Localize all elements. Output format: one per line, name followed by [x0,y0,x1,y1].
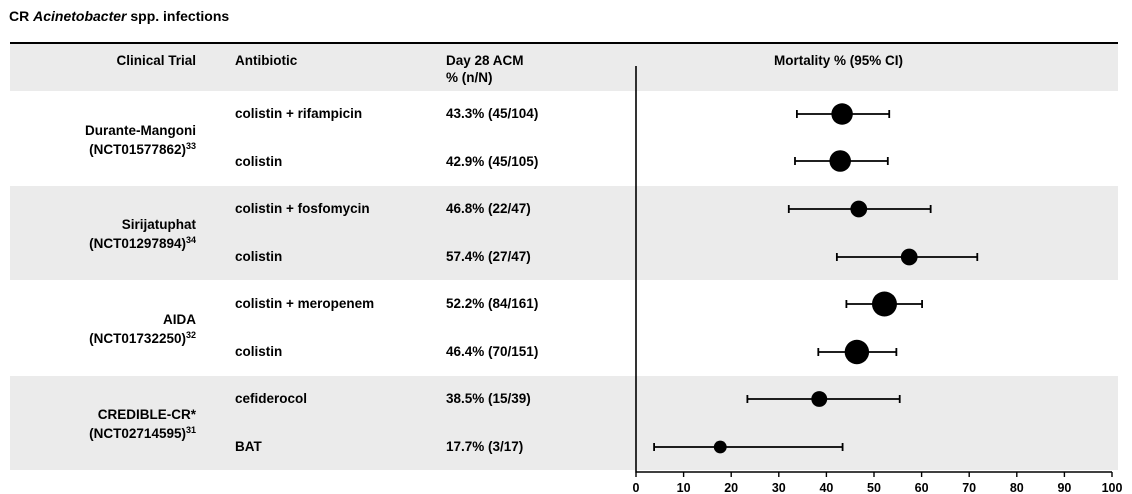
row-acm: 38.5% (15/39) [446,391,531,406]
point-estimate-marker [829,150,851,172]
title-suffix: spp. infections [126,8,230,24]
row-antibiotic: colistin + rifampicin [235,106,363,121]
x-tick-label: 50 [867,481,881,494]
header-band [10,44,1118,91]
header-acm: Day 28 ACM % (n/N) [446,52,524,86]
trial-id: (NCT01732250)32 [10,329,196,348]
row-acm: 52.2% (84/161) [446,296,539,311]
trial-sirijatuphat: Sirijatuphat (NCT01297894)34 [10,215,196,253]
row-antibiotic: cefiderocol [235,391,308,406]
row-antibiotic: colistin [235,154,283,169]
title-prefix: CR [9,8,34,24]
point-estimate-marker [900,248,918,266]
point-estimate-marker [850,200,868,218]
point-estimate-marker [871,291,897,317]
row-antibiotic: colistin + meropenem [235,296,375,311]
trial-id-text: (NCT02714595) [89,426,186,441]
band-sirijatuphat [10,186,1118,280]
header-clinical-trial: Clinical Trial [116,53,196,68]
trial-id-text: (NCT01577862) [89,142,186,157]
x-tick-label: 80 [1010,481,1024,494]
trial-id: (NCT01577862)33 [10,140,196,159]
row-acm: 57.4% (27/47) [446,249,531,264]
trial-id: (NCT02714595)31 [10,424,196,443]
trial-id-text: (NCT01732250) [89,331,186,346]
chart-title: CR Acinetobacter spp. infections [9,8,229,24]
row-acm: 46.4% (70/151) [446,344,539,359]
trial-durante-mangoni: Durante-Mangoni (NCT01577862)33 [10,121,196,159]
trial-name: AIDA [163,312,196,327]
header-acm-line1: Day 28 ACM [446,53,524,68]
trial-name: Sirijatuphat [121,217,196,232]
trial-ref: 34 [185,235,196,245]
trial-name: Durante-Mangoni [85,123,196,138]
row-acm: 43.3% (45/104) [446,106,539,121]
header-mortality: Mortality % (95% CI) [774,53,904,68]
x-tick-label: 20 [724,481,738,494]
trial-ref: 31 [185,425,196,435]
trial-aida: AIDA (NCT01732250)32 [10,310,196,348]
trial-ref: 33 [185,141,196,151]
row-acm: 42.9% (45/105) [446,154,539,169]
trial-ref: 32 [185,330,196,340]
band-credible [10,376,1118,470]
header-antibiotic: Antibiotic [235,53,298,68]
x-tick-label: 40 [819,481,833,494]
trial-id-text: (NCT01297894) [89,236,186,251]
x-tick-label: 100 [1102,481,1123,494]
title-italic: Acinetobacter [33,8,127,24]
point-estimate-marker [811,391,828,407]
point-estimate-marker [713,440,727,454]
row-antibiotic: colistin [235,249,283,264]
x-tick-label: 60 [915,481,929,494]
trial-credible-cr: CREDIBLE-CR* (NCT02714595)31 [10,405,196,443]
top-rule [10,42,1118,44]
point-estimate-marker [831,103,853,125]
row-acm: 17.7% (3/17) [446,439,524,454]
x-tick-label: 30 [772,481,786,494]
row-acm: 46.8% (22/47) [446,201,531,216]
row-antibiotic: colistin [235,344,283,359]
row-antibiotic: BAT [235,439,262,454]
header-acm-line2: % (n/N) [446,70,493,85]
row-antibiotic: colistin + fosfomycin [235,201,370,216]
x-tick-label: 0 [633,481,640,494]
trial-name: CREDIBLE-CR* [97,407,196,422]
x-tick-label: 90 [1057,481,1071,494]
x-tick-label: 10 [677,481,691,494]
point-estimate-marker [844,339,870,365]
x-tick-label: 70 [962,481,976,494]
trial-id: (NCT01297894)34 [10,234,196,253]
